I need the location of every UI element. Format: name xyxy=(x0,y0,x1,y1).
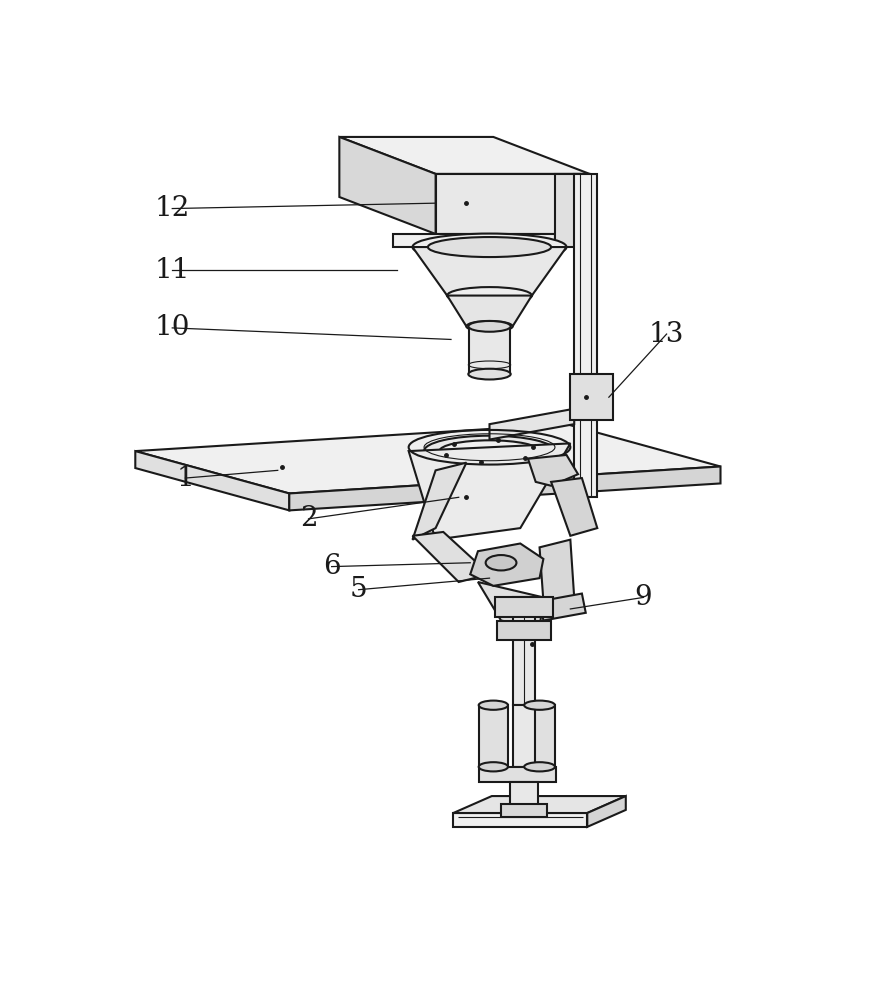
Text: 1: 1 xyxy=(177,465,194,492)
Polygon shape xyxy=(413,247,567,296)
Polygon shape xyxy=(408,443,570,540)
Polygon shape xyxy=(340,137,436,234)
Polygon shape xyxy=(495,597,554,617)
Polygon shape xyxy=(489,409,574,440)
Text: 5: 5 xyxy=(349,576,368,603)
Polygon shape xyxy=(470,544,544,586)
Polygon shape xyxy=(574,174,598,497)
Ellipse shape xyxy=(413,234,567,261)
Polygon shape xyxy=(290,466,721,510)
Polygon shape xyxy=(413,463,466,540)
Text: 12: 12 xyxy=(155,195,190,222)
Polygon shape xyxy=(539,594,586,620)
Polygon shape xyxy=(479,767,556,782)
Polygon shape xyxy=(136,451,290,510)
Polygon shape xyxy=(453,796,626,813)
Ellipse shape xyxy=(424,436,555,466)
Polygon shape xyxy=(447,296,532,326)
Polygon shape xyxy=(136,424,721,493)
Polygon shape xyxy=(539,540,574,601)
Polygon shape xyxy=(413,532,489,582)
Ellipse shape xyxy=(486,555,517,570)
Polygon shape xyxy=(510,782,538,805)
Polygon shape xyxy=(479,705,508,767)
Polygon shape xyxy=(570,374,612,420)
Ellipse shape xyxy=(447,287,532,304)
Polygon shape xyxy=(340,137,590,174)
Polygon shape xyxy=(478,582,544,628)
Polygon shape xyxy=(528,455,578,486)
Ellipse shape xyxy=(524,701,555,710)
Ellipse shape xyxy=(524,762,555,771)
Text: 11: 11 xyxy=(155,257,190,284)
Polygon shape xyxy=(587,796,626,827)
Ellipse shape xyxy=(468,321,510,332)
Polygon shape xyxy=(436,174,590,234)
Text: 9: 9 xyxy=(634,584,652,611)
Ellipse shape xyxy=(479,701,508,710)
Polygon shape xyxy=(501,804,547,817)
Polygon shape xyxy=(555,174,590,247)
Ellipse shape xyxy=(428,237,551,257)
Polygon shape xyxy=(513,597,535,705)
Text: 13: 13 xyxy=(649,321,685,348)
Text: 10: 10 xyxy=(155,314,190,341)
Ellipse shape xyxy=(466,321,512,332)
Polygon shape xyxy=(524,705,555,767)
Ellipse shape xyxy=(479,762,508,771)
Polygon shape xyxy=(551,478,598,536)
Polygon shape xyxy=(513,705,535,767)
Polygon shape xyxy=(393,234,555,247)
Ellipse shape xyxy=(439,440,539,462)
Polygon shape xyxy=(469,326,510,374)
Text: 2: 2 xyxy=(300,505,318,532)
Text: 6: 6 xyxy=(323,553,341,580)
Polygon shape xyxy=(453,813,587,827)
Polygon shape xyxy=(497,620,551,640)
Ellipse shape xyxy=(468,369,510,379)
